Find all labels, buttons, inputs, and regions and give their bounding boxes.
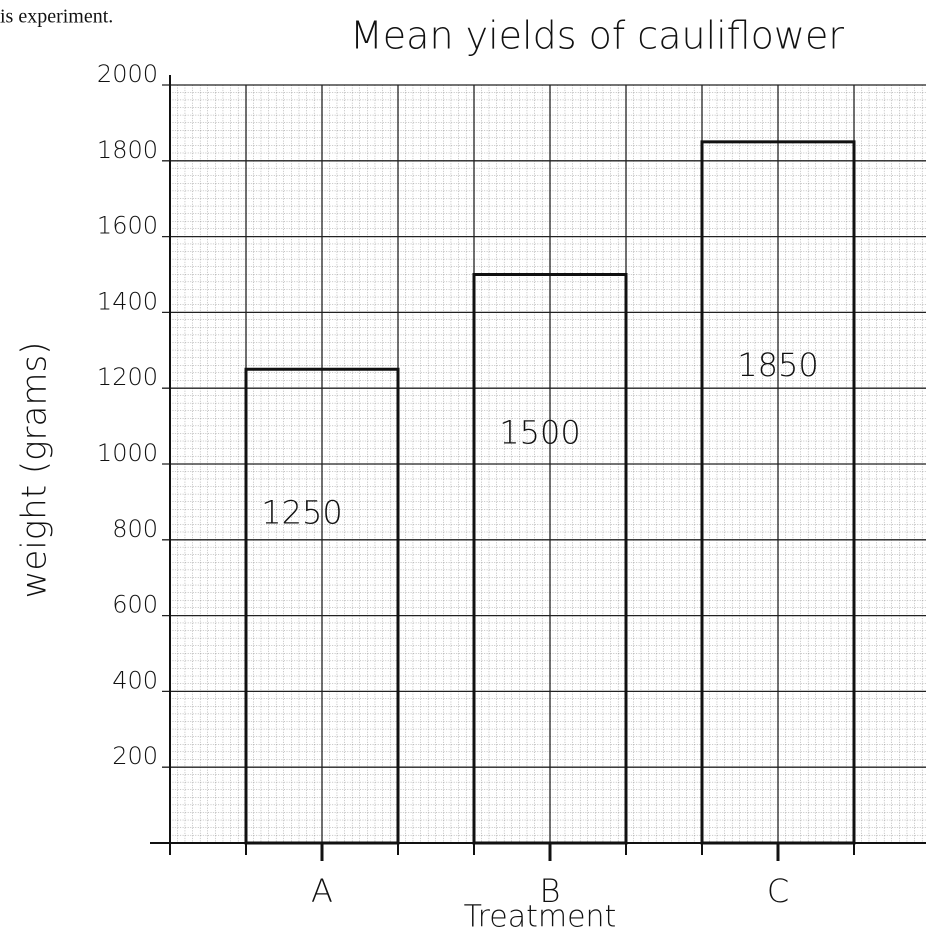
x-tick-label: A [311,872,333,910]
bar [472,273,628,845]
bar-value-label: 1250 [261,493,342,531]
y-tick-label: 600 [112,591,158,619]
y-tick-label: 1600 [97,212,158,240]
page-text: is experiment. [0,6,113,28]
bar-value-label: 1850 [737,346,818,384]
y-tick-label: 1000 [97,439,158,467]
y-tick-label: 1800 [97,136,158,164]
bar [244,367,400,845]
y-tick-label: 1200 [97,363,158,391]
y-tick-label: 1400 [97,287,158,315]
x-tick-label: B [540,872,561,910]
x-axis-label: Treatment [464,900,617,935]
y-axis-label: weight (grams) [15,342,55,599]
bar [700,140,856,845]
y-tick-label: 800 [112,515,158,543]
chart-title: Mean yields of cauliflower [350,14,844,58]
x-tick-label: C [767,872,789,910]
y-tick-label: 200 [112,742,158,770]
y-tick-label: 400 [112,666,158,694]
bar-value-label: 1500 [499,414,580,452]
y-tick-label: 2000 [97,60,158,88]
